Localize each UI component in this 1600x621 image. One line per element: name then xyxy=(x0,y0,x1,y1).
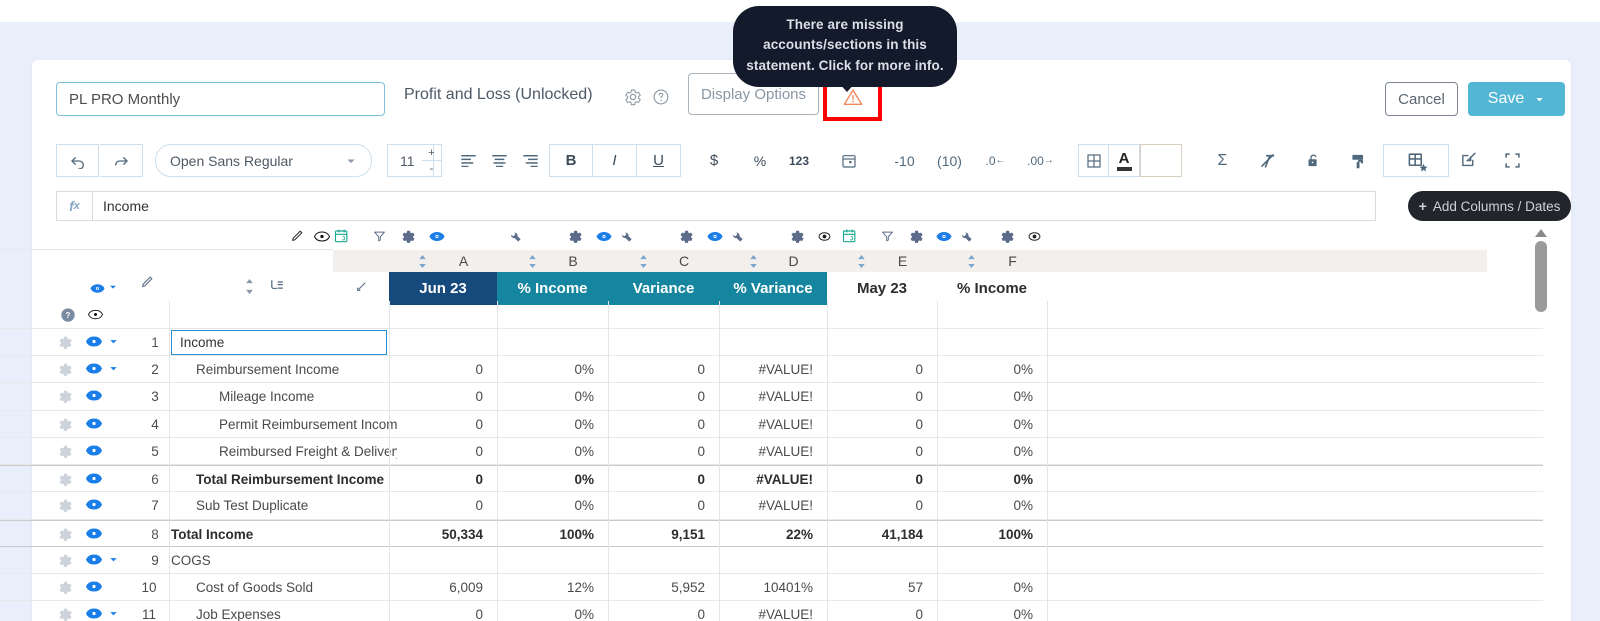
svg-text:?: ? xyxy=(66,311,71,320)
